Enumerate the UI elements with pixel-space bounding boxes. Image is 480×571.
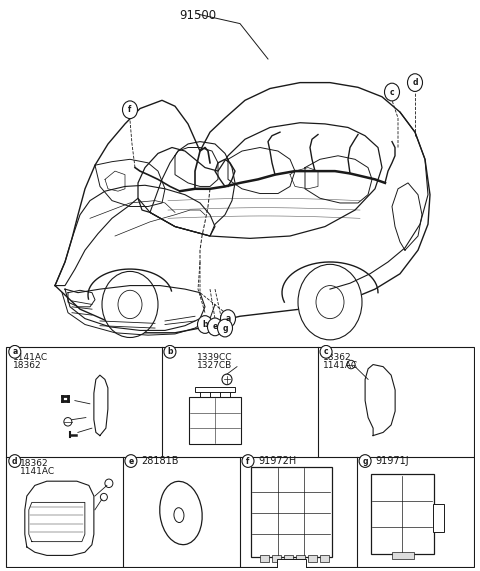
- Circle shape: [197, 316, 213, 333]
- Text: g: g: [362, 457, 368, 465]
- Text: d: d: [12, 457, 18, 465]
- Text: f: f: [128, 105, 132, 114]
- Text: 91971J: 91971J: [375, 456, 409, 466]
- Text: 18362: 18362: [323, 353, 352, 363]
- Circle shape: [217, 319, 232, 337]
- FancyBboxPatch shape: [276, 559, 306, 571]
- Text: g: g: [222, 324, 228, 332]
- FancyBboxPatch shape: [251, 467, 332, 557]
- Text: d: d: [412, 78, 418, 87]
- Circle shape: [9, 345, 21, 358]
- Circle shape: [102, 271, 158, 337]
- Bar: [284, 556, 293, 562]
- Circle shape: [125, 455, 137, 468]
- Bar: [260, 556, 269, 562]
- FancyBboxPatch shape: [432, 504, 444, 532]
- Text: e: e: [128, 457, 133, 465]
- Circle shape: [220, 309, 236, 328]
- Text: 1141AC: 1141AC: [13, 353, 48, 363]
- Circle shape: [320, 345, 332, 358]
- Text: 1141AC: 1141AC: [323, 361, 358, 370]
- Circle shape: [9, 455, 21, 468]
- Bar: [392, 552, 414, 558]
- Ellipse shape: [160, 481, 202, 545]
- Text: b: b: [202, 320, 208, 329]
- Circle shape: [242, 455, 254, 468]
- FancyBboxPatch shape: [189, 397, 241, 444]
- Circle shape: [298, 264, 362, 340]
- Bar: [296, 556, 305, 562]
- Circle shape: [384, 83, 399, 101]
- Circle shape: [122, 101, 137, 119]
- Text: b: b: [167, 347, 173, 356]
- Text: 28181B: 28181B: [141, 456, 179, 466]
- Ellipse shape: [174, 508, 184, 522]
- Text: 1327CB: 1327CB: [197, 361, 232, 370]
- Bar: [308, 556, 317, 562]
- Circle shape: [408, 74, 422, 91]
- Text: c: c: [324, 347, 328, 356]
- Text: a: a: [226, 314, 230, 323]
- Text: 1141AC: 1141AC: [20, 467, 55, 476]
- Bar: [195, 387, 235, 392]
- Text: c: c: [390, 87, 394, 96]
- Circle shape: [164, 345, 176, 358]
- Text: 91972H: 91972H: [258, 456, 296, 466]
- Text: 18362: 18362: [20, 459, 48, 468]
- Text: a: a: [12, 347, 17, 356]
- Text: f: f: [246, 457, 250, 465]
- FancyBboxPatch shape: [371, 475, 433, 554]
- Circle shape: [207, 318, 223, 336]
- Text: 91500: 91500: [180, 10, 216, 22]
- Bar: [272, 556, 281, 562]
- Circle shape: [359, 455, 371, 468]
- Text: 1339CC: 1339CC: [197, 353, 232, 363]
- Text: e: e: [212, 323, 217, 331]
- Bar: [320, 556, 329, 562]
- Text: 18362: 18362: [13, 361, 41, 370]
